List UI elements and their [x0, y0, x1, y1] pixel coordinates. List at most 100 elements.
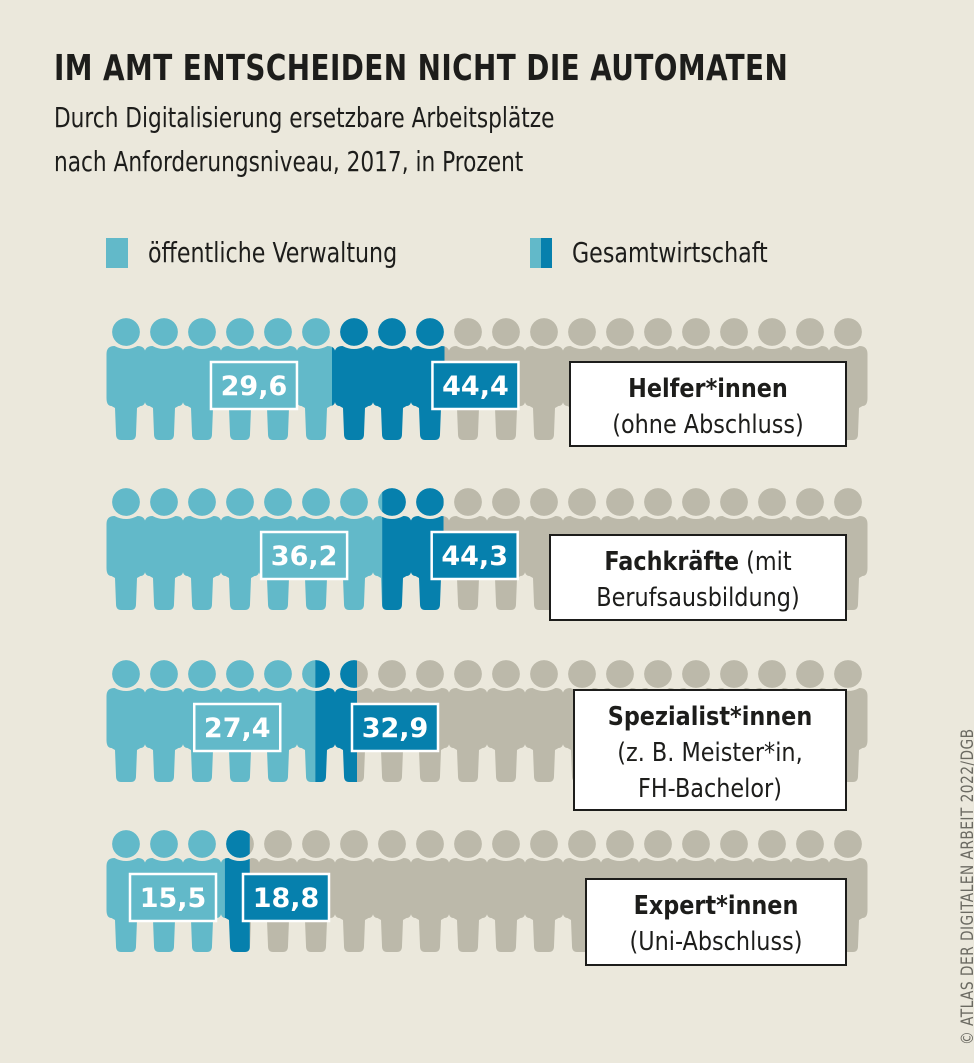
person-head-icon [340, 318, 368, 346]
person-head-icon [834, 488, 862, 516]
head-outline [832, 658, 864, 690]
person-body-icon [524, 858, 564, 952]
person-head-icon [264, 488, 292, 516]
person-body-icon [372, 516, 383, 606]
head-outline [794, 316, 826, 348]
head-outline [224, 316, 256, 348]
public-admin-fill [182, 488, 222, 610]
head-outline [756, 316, 788, 348]
person-head-icon [644, 660, 672, 688]
person-head-icon [834, 830, 862, 858]
value-label-public-admin: 29,6 [209, 360, 299, 411]
head-outline [148, 316, 180, 348]
value-label-total-economy: 44,3 [430, 530, 519, 581]
person-icon [144, 316, 184, 440]
person-head-icon [530, 660, 558, 688]
person-icon [334, 316, 374, 440]
head-outline [376, 486, 408, 518]
total-economy-fill [315, 660, 336, 782]
person-head-icon [378, 318, 406, 346]
person-head-icon [340, 660, 358, 688]
person-head-icon [796, 318, 824, 346]
person-head-icon [796, 660, 824, 688]
person-head-icon [796, 830, 824, 858]
person-head-icon [758, 660, 786, 688]
category-label: Expert*innen (Uni-Abschluss) [585, 878, 847, 966]
person-icon [182, 486, 222, 610]
person-head-icon [644, 488, 672, 516]
head-outline [148, 658, 180, 690]
head-outline [566, 658, 598, 690]
person-body-icon [382, 516, 412, 610]
person-head-icon [834, 660, 862, 688]
person-icon [296, 316, 336, 440]
category-label-box [573, 689, 847, 811]
head-outline [186, 828, 218, 860]
head-outline [376, 316, 408, 348]
head-outline [490, 486, 522, 518]
person-head-icon [357, 660, 368, 688]
category-detail: Berufsausbildung) [596, 581, 799, 612]
head-outline [566, 486, 598, 518]
person-head-icon [302, 660, 316, 688]
head-outline [794, 486, 826, 518]
chart-title: IM AMT ENTSCHEIDEN NICHT DIE AUTOMATEN [54, 48, 789, 89]
person-body-icon [524, 346, 564, 440]
person-head-icon [112, 488, 140, 516]
person-icon [106, 658, 146, 782]
head-outline [528, 316, 560, 348]
head-outline [794, 658, 826, 690]
person-head-icon [644, 318, 672, 346]
person-icon [524, 828, 564, 952]
person-icon [296, 658, 336, 782]
person-head-icon [188, 318, 216, 346]
head-outline [414, 658, 446, 690]
person-head-icon [492, 318, 520, 346]
head-outline [300, 316, 332, 348]
head-outline [718, 486, 750, 518]
category-name: Spezialist*innen [608, 700, 813, 731]
person-head-icon [568, 660, 596, 688]
head-outline [604, 316, 636, 348]
category-name-rest: (mit [739, 545, 792, 576]
head-outline [338, 316, 370, 348]
person-head-icon [530, 318, 558, 346]
person-icon [486, 828, 526, 952]
person-head-icon [150, 660, 178, 688]
subtitle-line: nach Anforderungsniveau, 2017, in Prozen… [54, 145, 524, 178]
category-label-box [569, 361, 847, 447]
head-outline [338, 658, 370, 690]
person-icon [334, 828, 374, 952]
head-outline [642, 316, 674, 348]
total-economy-fill [372, 318, 412, 440]
head-outline [148, 828, 180, 860]
person-head-icon [150, 318, 178, 346]
head-outline [566, 316, 598, 348]
value-label-public-admin: 27,4 [192, 702, 282, 753]
person-icon [372, 316, 412, 440]
head-outline [490, 658, 522, 690]
chart-row-2: 36,2 44,3 Fachkräfte (mit Berufsausbildung) [106, 486, 868, 621]
head-outline [110, 486, 142, 518]
person-head-icon [226, 318, 254, 346]
person-icon [448, 828, 488, 952]
head-outline [338, 828, 370, 860]
value-box [241, 872, 331, 923]
public-admin-fill [220, 488, 260, 610]
person-head-icon [454, 830, 482, 858]
head-outline [262, 486, 294, 518]
person-head-icon [112, 660, 140, 688]
legend-swatch-public-admin-icon [106, 237, 128, 268]
head-outline [528, 658, 560, 690]
head-outline [718, 658, 750, 690]
chart-row-4: 15,5 18,8 Expert*innen (Uni-Abschluss) [106, 828, 868, 966]
head-outline [642, 486, 674, 518]
head-outline [680, 316, 712, 348]
value-box [430, 530, 519, 581]
person-head-icon [796, 488, 824, 516]
person-head-icon [150, 488, 178, 516]
value-label-total-economy: 44,4 [431, 360, 520, 411]
remainder-fill [372, 830, 412, 952]
person-body-icon [410, 858, 450, 952]
head-outline [756, 486, 788, 518]
